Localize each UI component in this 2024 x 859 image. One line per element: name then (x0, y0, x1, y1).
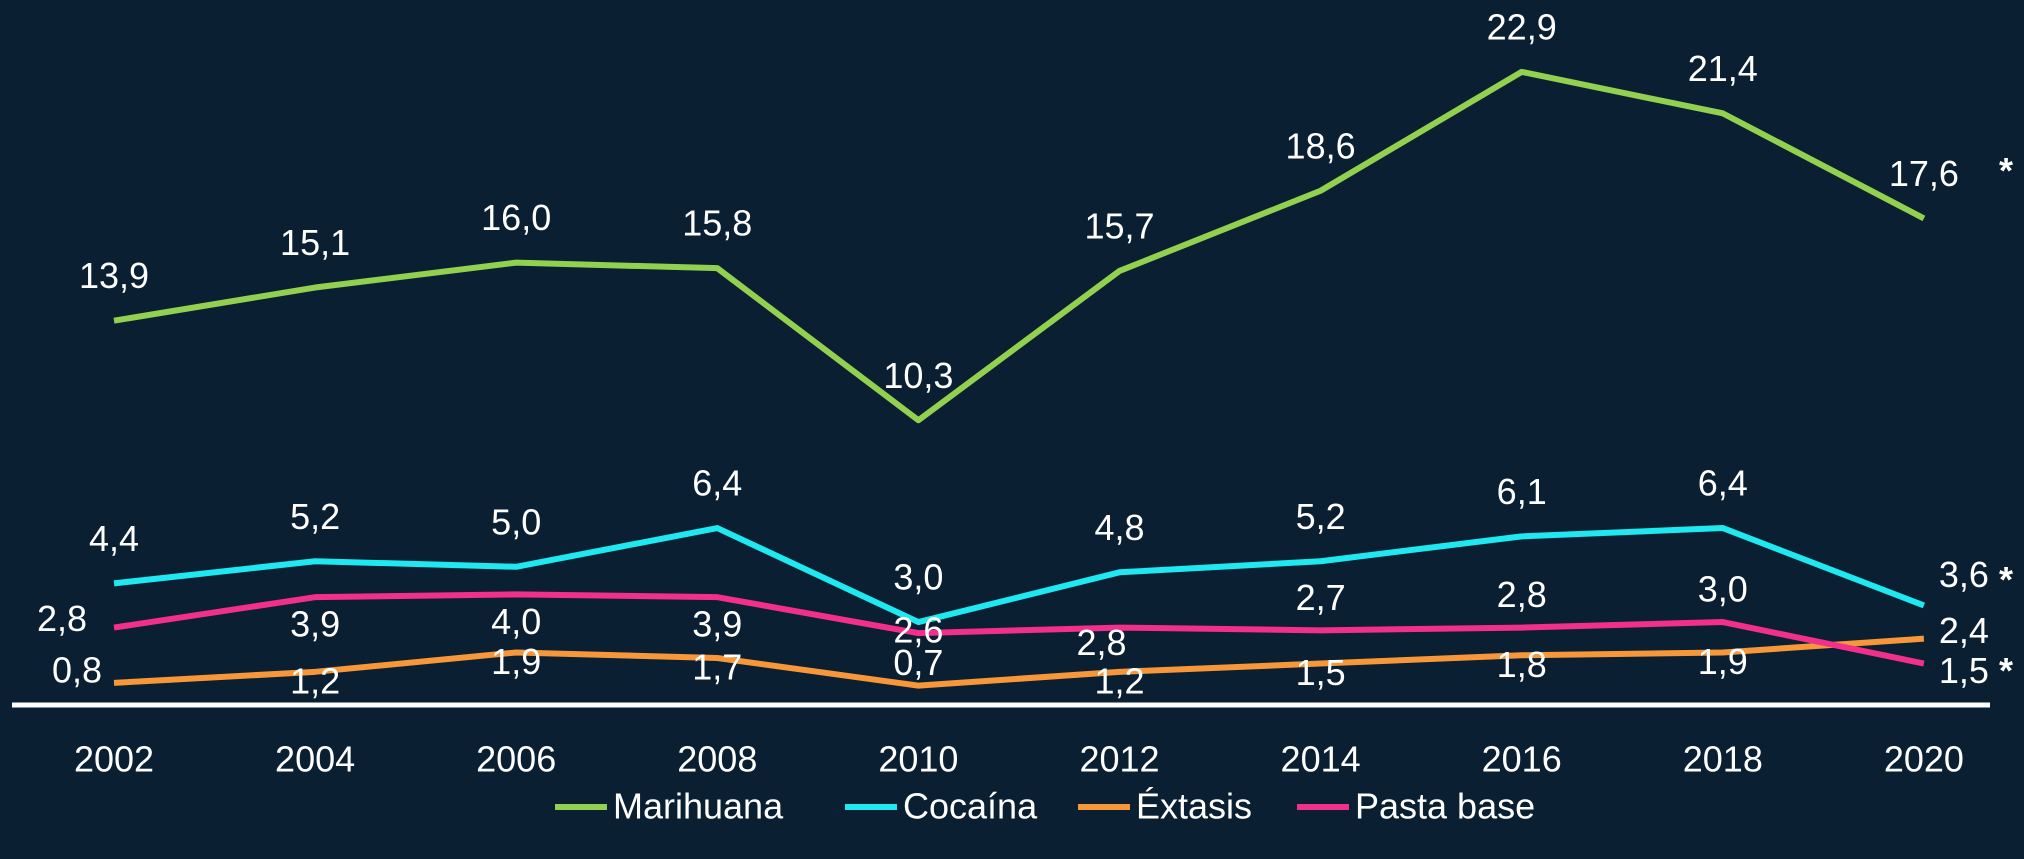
data-label: 6,4 (692, 463, 742, 504)
data-label: 1,2 (290, 660, 340, 701)
data-label: 2,4 (1939, 610, 1989, 651)
data-label: 4,4 (89, 518, 139, 559)
x-tick-label: 2020 (1884, 739, 1964, 780)
series-line (113, 635, 1925, 689)
data-label: 3,0 (1698, 569, 1748, 610)
x-tick-label: 2014 (1281, 739, 1361, 780)
series-line (113, 525, 1925, 626)
data-label: 6,1 (1497, 471, 1547, 512)
data-label: 17,6 (1889, 153, 1959, 194)
data-label: 16,0 (481, 197, 551, 238)
data-label: 3,0 (893, 557, 943, 598)
x-tick-label: 2008 (677, 739, 757, 780)
data-label: 22,9 (1487, 6, 1557, 47)
data-label: 5,0 (491, 501, 541, 542)
data-label: 1,8 (1497, 644, 1547, 685)
data-label: 5,2 (290, 496, 340, 537)
data-label: 15,1 (280, 222, 350, 263)
data-label: 1,5 (1296, 652, 1346, 693)
legend-label: Marihuana (613, 786, 784, 827)
annotation: * (1999, 559, 2013, 600)
data-label: 4,8 (1094, 507, 1144, 548)
data-label: 15,8 (682, 203, 752, 244)
data-label: 18,6 (1286, 125, 1356, 166)
data-label: 2,6 (893, 610, 943, 651)
data-label: 3,9 (692, 604, 742, 645)
data-label: 5,2 (1296, 496, 1346, 537)
x-tick-label: 2004 (275, 739, 355, 780)
data-label: 6,4 (1698, 463, 1748, 504)
data-label: 1,7 (692, 647, 742, 688)
data-label: 3,9 (290, 604, 340, 645)
series-line (113, 591, 1925, 667)
data-label: 21,4 (1688, 48, 1758, 89)
data-label: 1,5 (1939, 650, 1989, 691)
data-label: 4,0 (491, 601, 541, 642)
data-label: 1,9 (1698, 641, 1748, 682)
x-tick-label: 2002 (74, 739, 154, 780)
x-tick-label: 2012 (1079, 739, 1159, 780)
x-tick-label: 2006 (476, 739, 556, 780)
series-line (113, 68, 1926, 424)
data-label: 2,8 (1076, 622, 1126, 663)
data-label: 10,3 (883, 355, 953, 396)
x-tick-label: 2010 (878, 739, 958, 780)
x-tick-label: 2018 (1683, 739, 1763, 780)
data-label: 0,8 (52, 649, 102, 690)
legend-label: Cocaína (903, 786, 1038, 827)
data-label: 15,7 (1084, 205, 1154, 246)
legend-label: Pasta base (1355, 786, 1535, 827)
data-label: 2,7 (1296, 577, 1346, 618)
data-label: 2,8 (37, 598, 87, 639)
x-tick-label: 2016 (1482, 739, 1562, 780)
annotation: * (1999, 150, 2013, 191)
data-label: 13,9 (79, 255, 149, 296)
legend-label: Éxtasis (1136, 786, 1252, 827)
data-label: 1,9 (491, 641, 541, 682)
data-label: 1,2 (1094, 660, 1144, 701)
data-label: 0,7 (893, 642, 943, 683)
data-label: 3,6 (1939, 554, 1989, 595)
data-label: 2,8 (1497, 574, 1547, 615)
annotation: * (1999, 650, 2013, 691)
